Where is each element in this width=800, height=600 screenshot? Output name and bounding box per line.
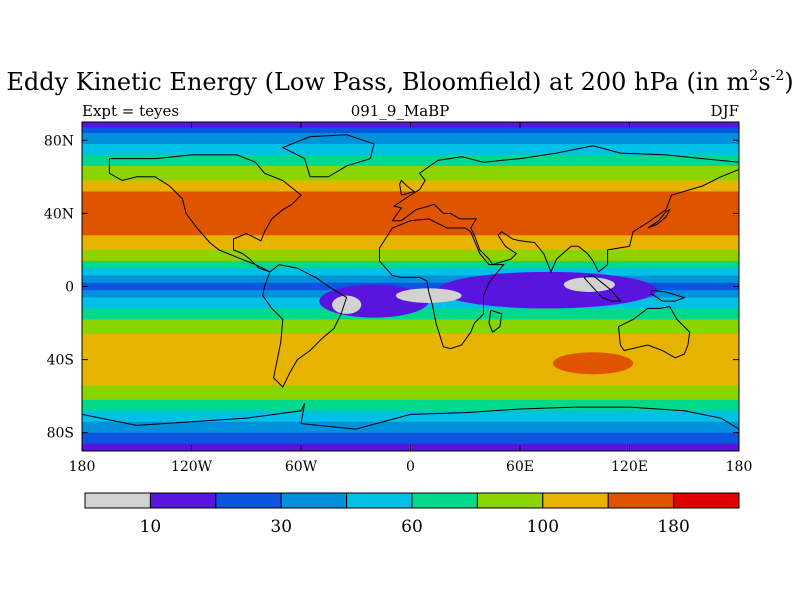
y-tick-label-4: 80S: [47, 426, 74, 442]
x-tick-label-5: 120E: [611, 459, 648, 475]
colorbar-swatch-0: [84, 492, 151, 509]
coastline-11: [650, 289, 686, 302]
coastline-6: [488, 309, 503, 333]
contour-patch-2: [332, 295, 362, 314]
colorbar-swatch-1: [149, 492, 217, 509]
contour-band-10: [82, 260, 739, 269]
season-label: DJF: [710, 102, 739, 120]
contour-band-4: [82, 154, 739, 167]
contour-patch-5: [552, 352, 634, 375]
contour-band-2: [82, 132, 739, 145]
contour-band-16: [82, 308, 739, 320]
coastline-7: [647, 208, 671, 229]
colorbar-label-0: 10: [140, 517, 162, 537]
contour-band-21: [82, 410, 739, 423]
contour-band-11: [82, 268, 739, 277]
contour-patch-1: [437, 271, 657, 309]
coastline-5: [618, 306, 691, 359]
colorbar: 10 30 60 100 180: [84, 492, 740, 537]
contour-field: [82, 122, 739, 451]
coastline-1: [262, 264, 348, 388]
y-tick-label-0: 80N: [44, 133, 74, 149]
contour-band-23: [82, 432, 739, 445]
colorbar-swatch-8: [607, 492, 675, 509]
coastline-2: [281, 134, 375, 178]
contour-band-13: [82, 282, 739, 291]
x-tick-label-6: 180: [726, 459, 753, 475]
plot-title: Eddy Kinetic Energy (Low Pass, Bloomfiel…: [6, 68, 794, 96]
colorbar-swatch-7: [542, 492, 609, 509]
x-tick-label-3: 0: [406, 459, 415, 475]
colorbar-swatch-4: [346, 492, 413, 509]
y-tick-label-3: 40S: [47, 353, 74, 369]
colorbar-label-3: 100: [527, 517, 559, 537]
y-tick-label-2: 0: [65, 280, 74, 296]
contour-patch-6: [447, 196, 593, 223]
x-tick-label-0: 180: [69, 459, 96, 475]
contour-band-17: [82, 319, 739, 335]
colorbar-swatch-2: [215, 492, 282, 509]
contour-band-3: [82, 143, 739, 156]
coastline-8: [399, 179, 416, 196]
colorbar-swatch-9: [673, 492, 740, 509]
coastline-4: [379, 218, 505, 350]
coastline-9: [82, 403, 739, 430]
contour-band-12: [82, 275, 739, 284]
colorbar-label-4: 180: [657, 517, 689, 537]
experiment-label: Expt = teyes: [82, 102, 180, 120]
colorbar-swatch-5: [411, 492, 478, 509]
colorbar-label-1: 30: [270, 517, 292, 537]
contour-band-5: [82, 165, 739, 181]
coastlines: [82, 134, 739, 430]
coastline-0: [108, 154, 302, 273]
contour-band-20: [82, 399, 739, 412]
run-id-label: 091_9_MaBP: [350, 102, 450, 120]
contour-band-8: [82, 235, 739, 251]
x-tick-label-4: 60E: [506, 459, 534, 475]
contour-band-1: [82, 127, 739, 134]
contour-band-6: [82, 180, 739, 192]
y-tick-label-1: 40N: [44, 206, 74, 222]
colorbar-label-2: 60: [401, 517, 423, 537]
coastline-10: [583, 274, 622, 302]
x-tick-label-1: 120W: [171, 459, 213, 475]
contour-band-9: [82, 249, 739, 262]
map-axes: 180 120W 60W 0 60E 120E 180 80N 40N 0 40S 80S: [44, 122, 752, 475]
contour-band-22: [82, 421, 739, 434]
colorbar-swatch-6: [476, 492, 544, 509]
coastline-3: [391, 145, 739, 274]
contour-patch-4: [563, 277, 615, 292]
contour-patch-3: [395, 288, 462, 303]
contour-band-18: [82, 334, 739, 386]
colorbar-swatch-3: [280, 492, 348, 509]
contour-band-19: [82, 385, 739, 401]
x-tick-label-2: 60W: [285, 459, 318, 475]
